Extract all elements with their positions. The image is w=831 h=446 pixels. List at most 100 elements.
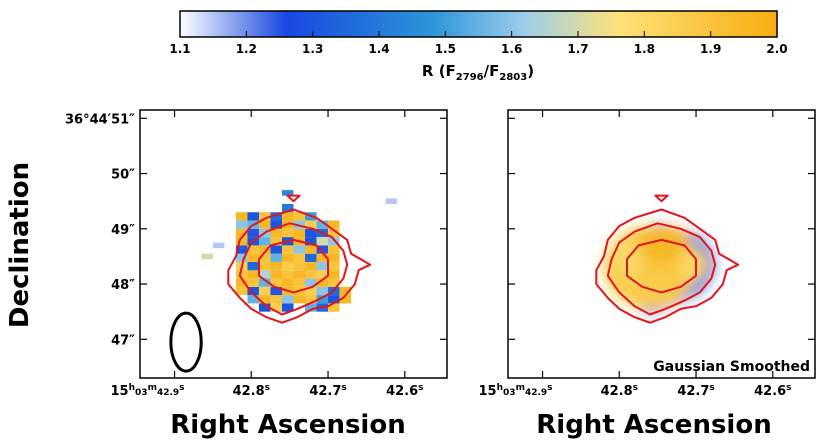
xtick-label: 42.8s [233,383,270,399]
ratio-pixel-isolated [385,198,398,204]
contour-inner [258,238,329,294]
right-xticks: 15h03m42.9s 42.8s 42.7s 42.6s [479,110,815,399]
ratio-pixel [328,237,340,246]
ratio-pixel [258,245,271,254]
ratio-pixel [293,261,306,271]
contour-outer [595,208,740,324]
ratio-pixel [293,212,306,221]
ratio-pixel [270,286,282,296]
xtick-label: 42.7s [309,383,346,399]
ratio-pixel [258,286,271,296]
ratio-pixel [258,278,271,287]
ratio-pixel [293,245,306,254]
contour-inner [626,238,697,294]
ratio-pixel [328,245,340,254]
ytick-label: 47″ [111,333,135,348]
contour-outer [227,208,372,324]
ratio-pixel [328,261,340,271]
xtick-label: 42.8s [601,383,638,399]
right-axes-frame [507,109,816,379]
ratio-pixel [247,245,259,254]
ratio-pixel [281,278,294,287]
ratio-pixel [281,253,294,262]
xtick-label: 15h03m42.9s [111,383,185,399]
ratio-pixel [258,220,271,229]
ratio-pixel [316,286,329,296]
ratio-pixel [293,253,306,262]
ratio-pixel [258,237,271,246]
colorbar-ticks: 1.1 1.2 1.3 1.4 1.5 1.6 1.7 1.8 1.9 2.0 [169,31,788,56]
colorbar-tick-label: 1.5 [435,42,456,56]
ratio-pixels [201,190,398,312]
right-panel: Gaussian Smoothed 15h03m42.9s 42.8s 42.7s 4… [479,109,816,440]
ratio-pixel [270,295,282,304]
colorbar-gradient [179,10,778,38]
colorbar-tick-label: 1.9 [700,42,721,56]
flux-contours-right [595,194,740,324]
ratio-pixel [258,261,271,271]
ratio-pixel [270,270,282,279]
ratio-pixel [316,245,329,254]
right-xlabel: Right Ascension [536,410,771,440]
ratio-pixel [316,237,329,246]
ratio-pixel [281,261,294,271]
ratio-pixel [305,286,317,296]
ratio-pixel [305,303,317,312]
ratio-pixel [258,303,271,312]
ratio-pixel [305,261,317,271]
left-xticks: 15h03m42.9s 42.8s 42.7s 42.6s [111,110,424,399]
ratio-pixel [258,270,271,279]
colorbar-label: R (F2796/F2803) [422,62,534,83]
colorbar-tick-label: 1.4 [368,42,389,56]
left-xlabel: Right Ascension [170,410,405,440]
ratio-pixel [316,261,329,271]
ratio-pixel [305,270,317,279]
smoothed-blob [615,273,670,307]
ratio-pixel [316,253,329,262]
ratio-pixel [235,245,248,254]
ratio-pixel [293,228,306,238]
contour-middle [606,222,717,316]
ratio-pixel [258,212,271,221]
colorbar-tick-label: 1.2 [236,42,257,56]
ratio-pixel [328,253,340,262]
contour-middle [238,222,349,316]
ratio-pixel [247,253,259,262]
ratio-pixel [235,278,248,287]
ratio-pixel [305,237,317,246]
ratio-pixel [270,245,282,254]
ratio-pixel [247,295,259,304]
ratio-pixel [281,228,294,238]
ratio-pixel [270,253,282,262]
xtick-label: 15h03m42.9s [479,383,553,399]
ytick-label: 49″ [111,223,135,238]
ratio-pixel [305,278,317,287]
ratio-pixel [316,278,329,287]
ratio-pixel-isolated [281,190,294,196]
ratio-pixel [235,270,248,279]
ratio-pixel [247,228,259,238]
smoothed-blob [638,226,693,265]
ratio-pixel [247,286,259,296]
flux-contours [227,194,372,324]
ratio-pixel [328,303,340,312]
ratio-pixel [247,261,259,271]
ratio-pixel [235,237,248,246]
contour-peak-marker [286,194,301,203]
ratio-pixel [316,270,329,279]
colorbar-tick-label: 1.3 [302,42,323,56]
colorbar-tick-label: 2.0 [766,42,787,56]
ratio-pixel [235,286,248,296]
ratio-pixel [328,228,340,238]
ratio-pixel [305,253,317,262]
ratio-pixel [328,295,340,304]
left-axes-frame [139,109,448,379]
ratio-pixel [235,212,248,221]
left-panel: Declination 36°44′51″ 50″ 49″ 48″ 47″ 15h03m… [5,109,448,440]
ratio-pixel [293,295,306,304]
ratio-pixel [258,295,271,304]
ratio-pixel [247,278,259,287]
ratio-pixel [293,278,306,287]
ratio-pixel-isolated [212,242,225,249]
ratio-pixel [235,220,248,229]
